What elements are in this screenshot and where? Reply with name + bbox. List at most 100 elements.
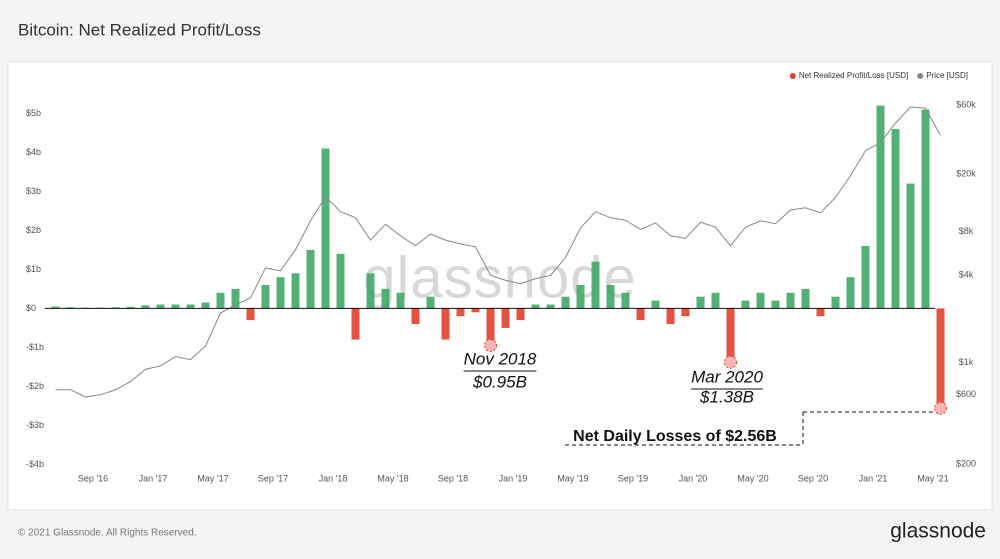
x-tick-label: Sep '17 (258, 473, 288, 483)
x-tick-label: May '21 (917, 473, 948, 483)
bar (366, 273, 375, 309)
x-tick-label: Jan '20 (679, 473, 708, 483)
bar (501, 308, 510, 328)
footer: © 2021 Glassnode. All Rights Reserved. (18, 528, 197, 539)
bar (261, 285, 270, 309)
annotation: Net Daily Losses of $2.56B (573, 428, 777, 445)
annotation: $0.95B (472, 372, 527, 391)
y2-tick-label: $8k (959, 226, 974, 236)
y-tick-label: -$3b (26, 420, 44, 430)
bar (546, 304, 555, 309)
y-tick-label: $5b (26, 108, 41, 118)
bar (411, 308, 420, 324)
bar (726, 308, 735, 363)
bar (336, 253, 345, 309)
bar (126, 306, 135, 309)
bar (681, 308, 690, 317)
bar (351, 308, 360, 340)
bar (576, 285, 585, 309)
bar (456, 308, 465, 317)
x-tick-label: Jan '17 (139, 473, 168, 483)
bar (471, 308, 480, 313)
annotation: Nov 2018 (464, 349, 537, 368)
y-tick-label: $1b (26, 264, 41, 274)
annotation: Mar 2020 (691, 367, 763, 386)
bar (936, 308, 945, 409)
bar (156, 304, 165, 309)
bar (561, 296, 570, 309)
bar (381, 288, 390, 309)
bar (891, 129, 900, 309)
x-tick-label: Sep '19 (618, 473, 648, 483)
annotation: $1.38B (699, 387, 754, 406)
x-tick-label: Sep '16 (78, 473, 108, 483)
bar (486, 308, 495, 346)
bar (66, 307, 75, 309)
bar (651, 300, 660, 309)
legend-label: Price [USD] (926, 71, 968, 80)
y-tick-label: $2b (26, 225, 41, 235)
bar (786, 292, 795, 309)
x-tick-label: May '19 (557, 473, 588, 483)
x-tick-label: Jan '19 (499, 473, 528, 483)
bar (201, 302, 210, 309)
highlight-point (934, 401, 947, 415)
bar (606, 285, 615, 309)
bar (171, 304, 180, 309)
bar (801, 288, 810, 309)
bar (321, 148, 330, 309)
bar (531, 304, 540, 309)
chart-panel (7, 61, 993, 511)
bar (141, 305, 150, 309)
chart-title: Bitcoin: Net Realized Profit/Loss (18, 20, 261, 39)
bar (876, 105, 885, 309)
bar (426, 296, 435, 309)
y2-tick-label: $60k (956, 99, 976, 109)
x-tick-label: Jan '21 (859, 473, 888, 483)
bar (276, 277, 285, 309)
y2-tick-label: $600 (956, 389, 976, 399)
legend-label: Net Realized Profit/Loss [USD] (799, 71, 908, 80)
bar (396, 292, 405, 309)
bar (831, 296, 840, 309)
bar (591, 261, 600, 309)
bar (906, 183, 915, 309)
y2-tick-label: $200 (956, 458, 976, 468)
bar (246, 308, 255, 321)
bar (231, 288, 240, 309)
bar (816, 308, 825, 317)
bar (756, 292, 765, 309)
y2-tick-label: $20k (956, 168, 976, 178)
y-tick-label: -$2b (26, 381, 44, 391)
x-tick-label: Sep '20 (798, 473, 828, 483)
logo: glassnode (890, 520, 986, 543)
bar (846, 277, 855, 309)
bar (291, 273, 300, 309)
bar (306, 249, 315, 309)
highlight-point (724, 355, 737, 369)
bar (441, 308, 450, 340)
bar (861, 246, 870, 309)
y-tick-label: -$1b (26, 342, 44, 352)
bar (621, 292, 630, 309)
y2-tick-label: $1k (959, 357, 974, 367)
bar (51, 306, 60, 309)
bar (696, 296, 705, 309)
x-tick-label: May '17 (197, 473, 228, 483)
x-tick-label: May '20 (737, 473, 768, 483)
price-line (55, 106, 941, 398)
y-tick-label: $0 (26, 303, 36, 313)
x-tick-label: May '18 (377, 473, 408, 483)
bar (516, 308, 525, 321)
y-tick-label: $3b (26, 186, 41, 196)
bar (636, 308, 645, 321)
y-tick-label: $4b (26, 147, 41, 157)
bar (711, 292, 720, 309)
y2-tick-label: $4k (959, 270, 974, 280)
x-tick-label: Jan '18 (319, 473, 348, 483)
bar (921, 109, 930, 309)
x-tick-label: Sep '18 (438, 473, 468, 483)
bar (666, 308, 675, 324)
